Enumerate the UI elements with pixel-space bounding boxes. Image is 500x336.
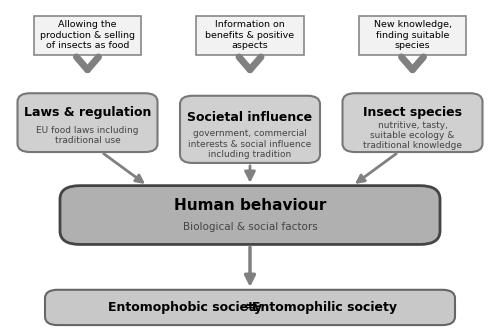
Text: New knowledge,
finding suitable
species: New knowledge, finding suitable species <box>374 20 452 50</box>
Text: government, commercial
interests & social influence
including tradition: government, commercial interests & socia… <box>188 129 312 159</box>
FancyBboxPatch shape <box>45 290 455 325</box>
FancyBboxPatch shape <box>342 93 482 152</box>
Text: Insect species: Insect species <box>363 106 462 119</box>
Text: ⇔: ⇔ <box>244 300 256 315</box>
Text: Information on
benefits & positive
aspects: Information on benefits & positive aspec… <box>206 20 294 50</box>
Text: Laws & regulation: Laws & regulation <box>24 106 151 119</box>
FancyBboxPatch shape <box>196 16 304 54</box>
Text: Human behaviour: Human behaviour <box>174 198 326 213</box>
FancyBboxPatch shape <box>18 93 158 152</box>
Text: Biological & social factors: Biological & social factors <box>182 222 318 232</box>
FancyBboxPatch shape <box>60 185 440 245</box>
Text: Societal influence: Societal influence <box>188 111 312 124</box>
Text: Entomophobic society: Entomophobic society <box>108 301 262 314</box>
FancyBboxPatch shape <box>34 16 142 54</box>
FancyBboxPatch shape <box>180 96 320 163</box>
Text: Allowing the
production & selling
of insects as food: Allowing the production & selling of ins… <box>40 20 135 50</box>
Text: nutritive, tasty,
suitable ecology &
traditional knowledge: nutritive, tasty, suitable ecology & tra… <box>363 121 462 151</box>
Text: Entomophilic society: Entomophilic society <box>252 301 398 314</box>
Text: EU food laws including
traditional use: EU food laws including traditional use <box>36 126 139 145</box>
FancyBboxPatch shape <box>358 16 466 54</box>
